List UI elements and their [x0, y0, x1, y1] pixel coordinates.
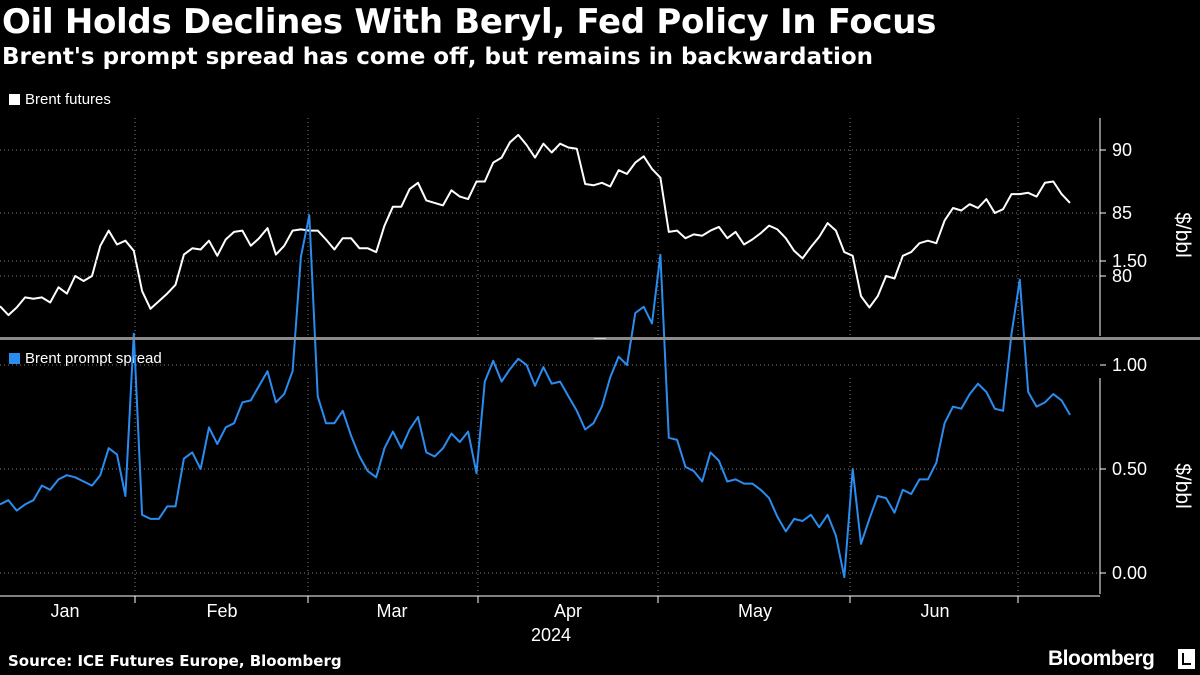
ytick-label-spread: 1.50 — [1112, 251, 1147, 271]
legend-spread: Brent prompt spread — [9, 350, 162, 367]
ytick-label-spread: 0.00 — [1112, 563, 1147, 583]
x-tick-label-may: May — [738, 601, 772, 621]
legend-futures: Brent futures — [9, 91, 111, 108]
source-note: Source: ICE Futures Europe, Bloomberg — [8, 652, 342, 670]
series-line-futures — [0, 133, 1071, 317]
x-year-label: 2024 — [531, 625, 571, 645]
legend-futures-swatch — [9, 94, 20, 105]
x-tick-label-apr: Apr — [554, 601, 582, 621]
ytick-label-spread: 0.50 — [1112, 459, 1147, 479]
chart-title: Oil Holds Declines With Beryl, Fed Polic… — [2, 2, 937, 42]
ytick-label-futures: 90 — [1112, 140, 1132, 160]
ytick-label-spread: 1.00 — [1112, 355, 1147, 375]
x-tick-label-mar: Mar — [377, 601, 408, 621]
chart-subtitle: Brent's prompt spread has come off, but … — [2, 44, 874, 70]
legend-spread-swatch — [9, 353, 20, 364]
brand-logo: Bloomberg — [1048, 647, 1155, 670]
x-tick-label-jun: Jun — [920, 601, 949, 621]
bloomberg-chart-icon — [1178, 649, 1195, 669]
x-tick-label-feb: Feb — [206, 601, 237, 621]
ytick-label-futures: 85 — [1112, 203, 1132, 223]
legend-spread-label: Brent prompt spread — [25, 350, 162, 367]
ytick-label-futures: 80 — [1112, 266, 1132, 286]
series-line-spread — [0, 214, 1071, 579]
y-axis-label-spread: $/bbl — [1171, 463, 1194, 509]
legend-futures-label: Brent futures — [25, 91, 111, 108]
x-tick-label-jan: Jan — [50, 601, 79, 621]
y-axis-label-futures: $/bbl — [1171, 212, 1194, 258]
